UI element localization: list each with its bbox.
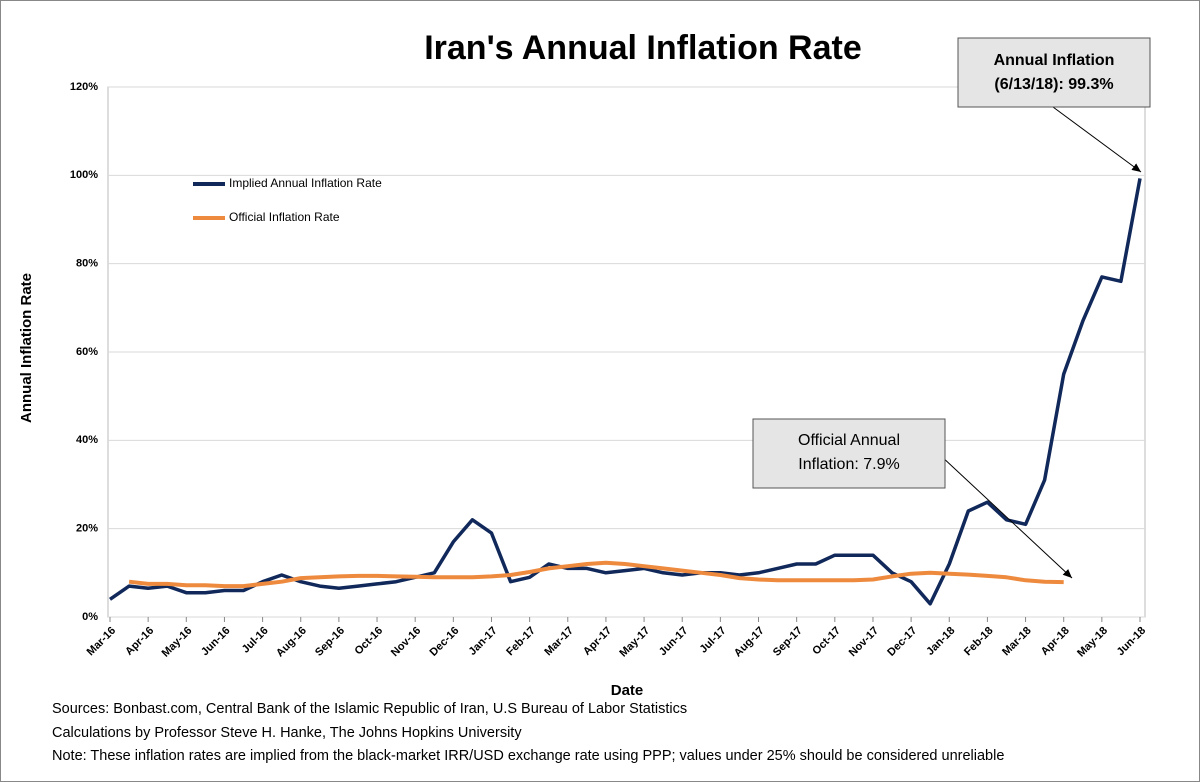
y-tick-label: 40%: [76, 434, 98, 446]
x-axis-label: Date: [611, 682, 644, 699]
y-tick-label: 60%: [76, 346, 98, 358]
y-tick-label: 0%: [82, 611, 98, 623]
footnote: Note: These inflation rates are implied …: [52, 748, 1004, 764]
y-tick-label: 120%: [70, 81, 98, 93]
footnote: Calculations by Professor Steve H. Hanke…: [52, 725, 522, 741]
annotation-arrow: [939, 454, 1073, 579]
series-line: [128, 560, 1064, 589]
annotation-text: Annual Inflation: [994, 52, 1115, 69]
annotation-box: [957, 37, 1151, 108]
y-axis-label: Annual Inflation Rate: [18, 273, 35, 423]
y-tick-label: 100%: [70, 169, 98, 181]
annotation-box: [752, 418, 946, 489]
series-line: [109, 178, 1142, 606]
y-tick-label: 20%: [76, 523, 98, 535]
annotation-arrow: [1052, 106, 1142, 173]
legend-label: Implied Annual Inflation Rate: [229, 176, 382, 190]
footnote: Sources: Bonbast.com, Central Bank of th…: [52, 701, 687, 717]
legend-label: Official Inflation Rate: [229, 210, 340, 224]
annotation-text: Inflation: 7.9%: [798, 456, 899, 473]
y-tick-label: 80%: [76, 258, 98, 270]
annotation-text: (6/13/18): 99.3%: [994, 76, 1113, 93]
chart-title: Iran's Annual Inflation Rate: [424, 29, 862, 67]
annotation-text: Official Annual: [798, 432, 900, 449]
